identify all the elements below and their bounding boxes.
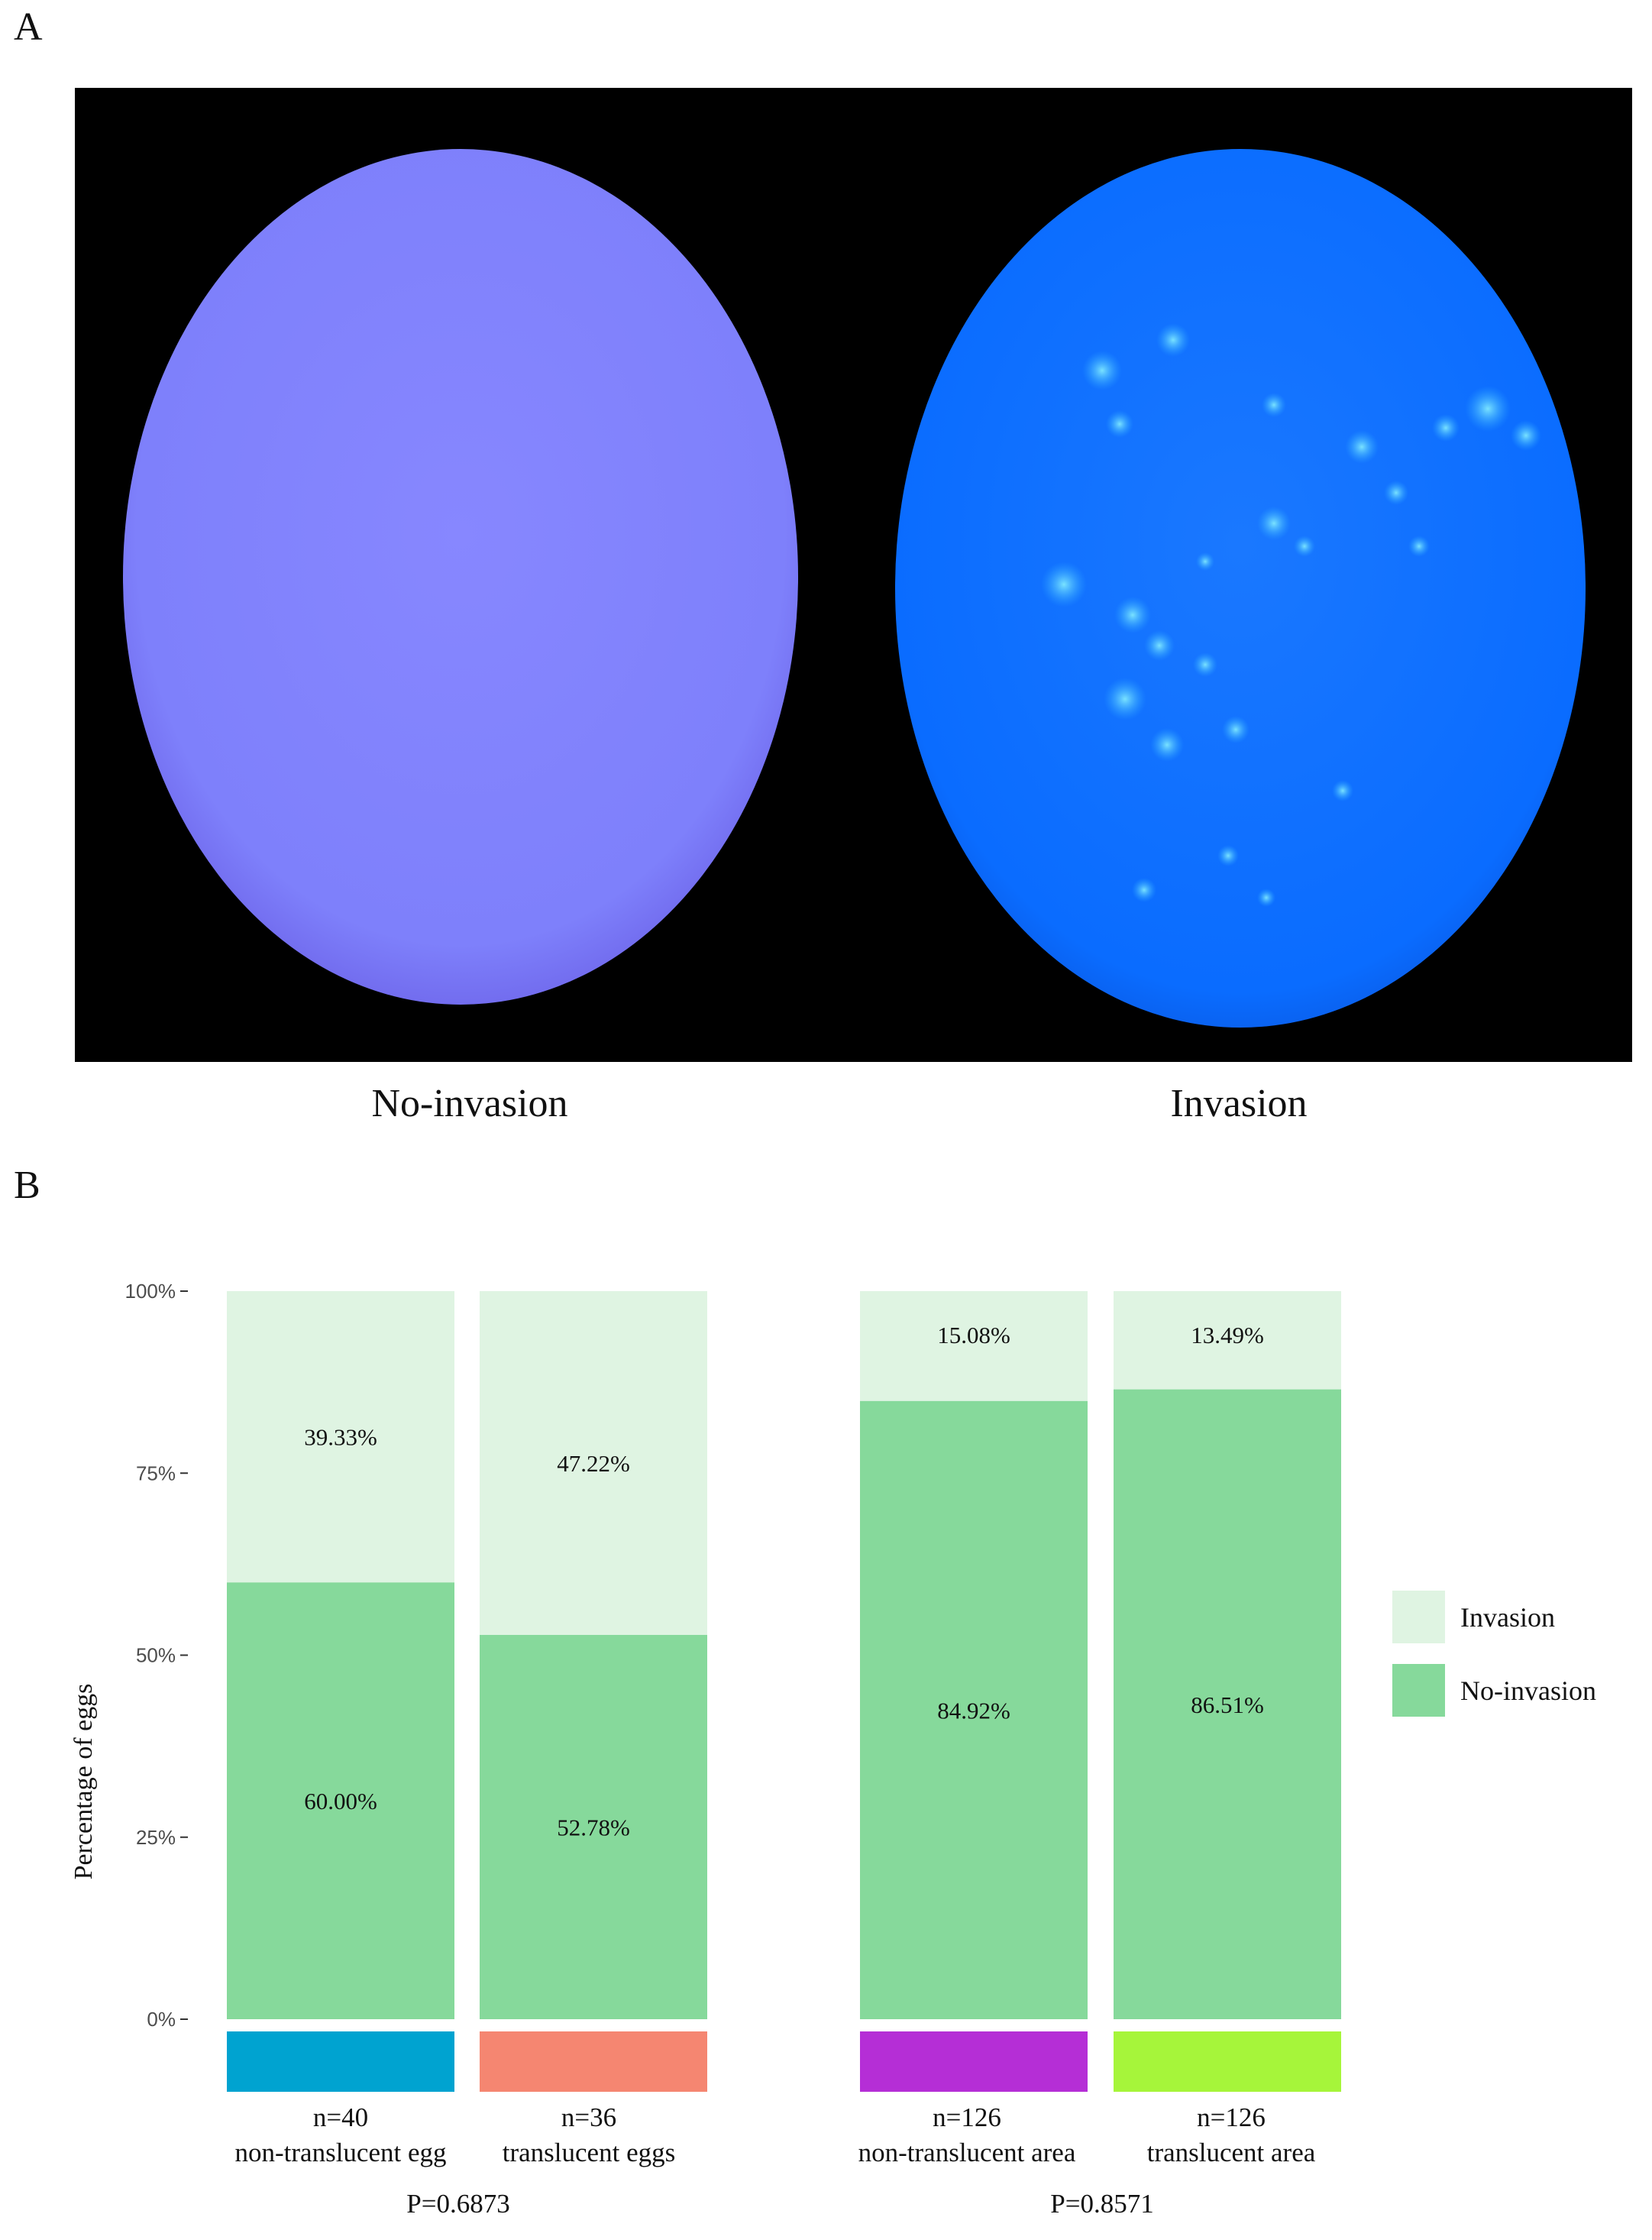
bar-segment-invasion [860, 1291, 1088, 1401]
bar-data-label: 39.33% [304, 1424, 377, 1451]
bars: 60.00% 39.33% 52.78% 47.22% 84.92% 15.08% 86.5… [227, 1291, 1341, 2019]
fluorescent-spots [1041, 323, 1541, 907]
bar-data-label: 52.78% [557, 1814, 630, 1841]
caption-invasion: Invasion [1170, 1082, 1308, 1125]
y-axis-label: Percentage of eggs [70, 1684, 98, 1880]
y-tick-label: 100% [125, 1280, 176, 1303]
y-tick-label: 50% [136, 1644, 176, 1667]
legend-swatch-invasion [1392, 1591, 1445, 1643]
category-strip [480, 2031, 707, 2092]
bar-data-label: 15.08% [937, 1322, 1010, 1348]
category-strip [860, 2031, 1088, 2092]
p-values: P=0.6873 P=0.8571 [406, 2189, 1153, 2219]
egg-invasion [895, 149, 1586, 1028]
category-strip [1114, 2031, 1341, 2092]
bar-segment-no-invasion [227, 1582, 454, 2019]
bar-data-label: 47.22% [557, 1450, 630, 1477]
panel-b-letter: B [14, 1164, 40, 1207]
bar-segment-no-invasion [1114, 1389, 1341, 2019]
egg-no-invasion [123, 149, 798, 1005]
y-axis: 0% 25% 50% 75% 100% [125, 1280, 188, 2031]
legend-label: Invasion [1460, 1602, 1555, 1633]
x-axis-labels: n=40 non-translucent egg n=36 translucent e… [235, 2102, 1316, 2167]
x-label-n: n=126 [933, 2102, 1001, 2132]
category-strips [227, 2031, 1341, 2092]
stacked-bar-chart: 0% 25% 50% 75% 100% Percentage of eggs 60.00… [70, 1280, 1596, 2219]
x-label-category: translucent eggs [503, 2138, 675, 2167]
x-label-category: non-translucent egg [235, 2138, 447, 2167]
y-tick-label: 75% [136, 1462, 176, 1484]
bar-data-label: 60.00% [304, 1788, 377, 1814]
uv-egg-photograph [75, 88, 1632, 1062]
legend-swatch-no-invasion [1392, 1664, 1445, 1717]
panel-a-letter: A [14, 5, 43, 49]
bar-segment-no-invasion [480, 1635, 707, 2019]
bar-segment-no-invasion [860, 1400, 1088, 2019]
bar-data-label: 86.51% [1191, 1691, 1264, 1718]
y-tick-label: 25% [136, 1826, 176, 1849]
x-label-n: n=126 [1197, 2102, 1266, 2132]
p-value-label: P=0.8571 [1050, 2189, 1153, 2219]
bar-data-label: 13.49% [1191, 1322, 1264, 1348]
x-label-category: non-translucent area [858, 2138, 1076, 2167]
bar-segment-invasion [1114, 1291, 1341, 1390]
y-tick-label: 0% [147, 2008, 176, 2031]
bar-segment-invasion [480, 1291, 707, 1636]
legend-label: No-invasion [1460, 1675, 1596, 1706]
bar-segment-invasion [227, 1291, 454, 1583]
legend: Invasion No-invasion [1392, 1591, 1596, 1717]
x-label-n: n=40 [313, 2102, 368, 2132]
bar-data-label: 84.92% [937, 1697, 1010, 1724]
x-label-category: translucent area [1147, 2138, 1316, 2167]
caption-no-invasion: No-invasion [371, 1082, 568, 1125]
p-value-label: P=0.6873 [406, 2189, 509, 2219]
x-label-n: n=36 [561, 2102, 616, 2132]
category-strip [227, 2031, 454, 2092]
